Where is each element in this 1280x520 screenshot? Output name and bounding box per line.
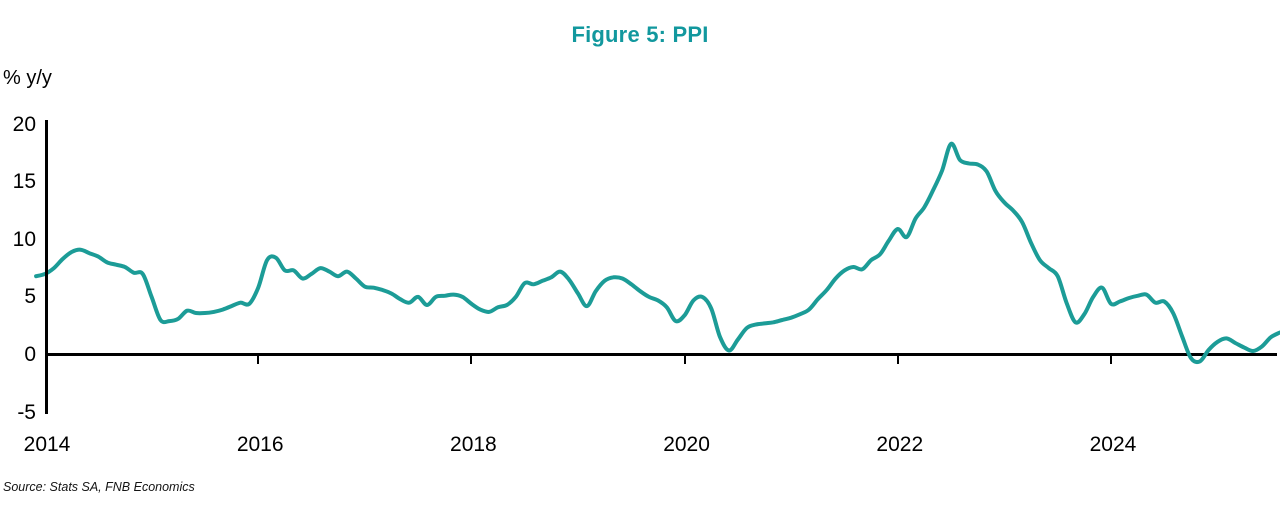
x-tick-label: 2024 <box>1089 433 1137 456</box>
x-tick-mark <box>470 355 473 364</box>
y-tick-label: 20 <box>12 112 36 136</box>
y-tick-label: 0 <box>24 343 36 366</box>
x-tick-label: 2018 <box>450 433 497 456</box>
x-tick-mark <box>257 355 260 364</box>
y-tick-label: 15 <box>12 170 36 194</box>
x-tick-mark <box>896 355 899 364</box>
x-tick-label: 2022 <box>876 433 924 456</box>
x-axis-zero-line <box>45 353 1277 356</box>
y-axis-line <box>45 120 48 414</box>
y-tick-label: 10 <box>12 227 36 251</box>
x-tick-mark <box>683 355 686 364</box>
x-tick-label: 2020 <box>663 433 710 456</box>
source-note: Source: Stats SA, FNB Economics <box>3 480 195 494</box>
y-tick-label: 5 <box>24 285 36 309</box>
x-tick-label: 2014 <box>23 433 71 456</box>
y-axis-unit-label: % y/y <box>3 67 52 89</box>
x-tick-label: 2016 <box>236 433 284 456</box>
y-tick-label: -5 <box>17 400 36 424</box>
ppi-line <box>34 141 1280 365</box>
x-tick-mark <box>1109 355 1112 364</box>
figure-title: Figure 5: PPI <box>571 22 709 47</box>
